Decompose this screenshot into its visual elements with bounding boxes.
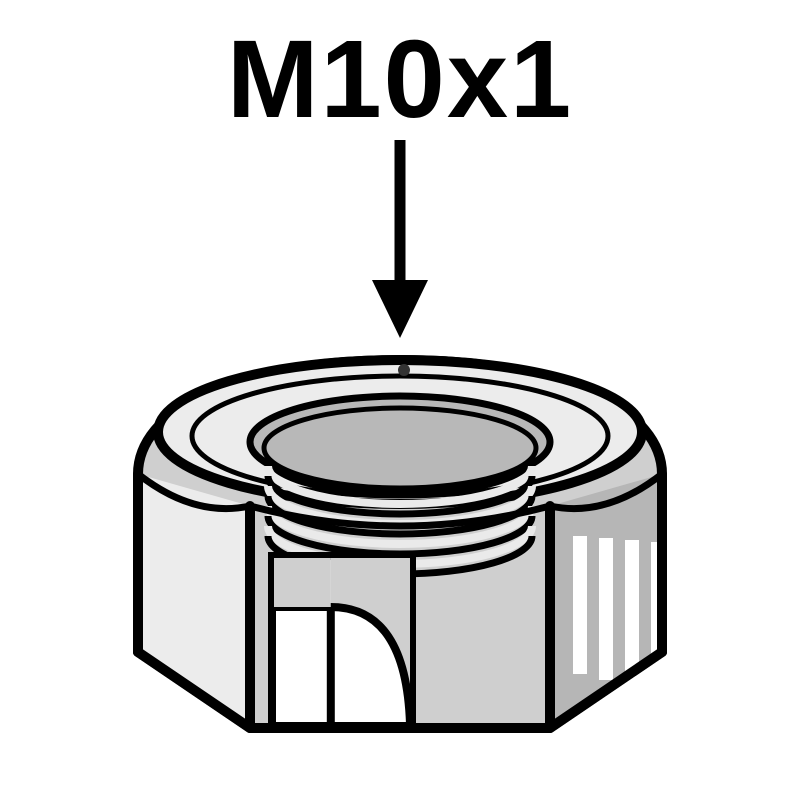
- face-highlight-icon: [272, 556, 412, 726]
- hex-nut: [138, 360, 662, 728]
- pointer-arrow: [372, 140, 428, 338]
- thread-spec-label: M10x1: [0, 16, 800, 143]
